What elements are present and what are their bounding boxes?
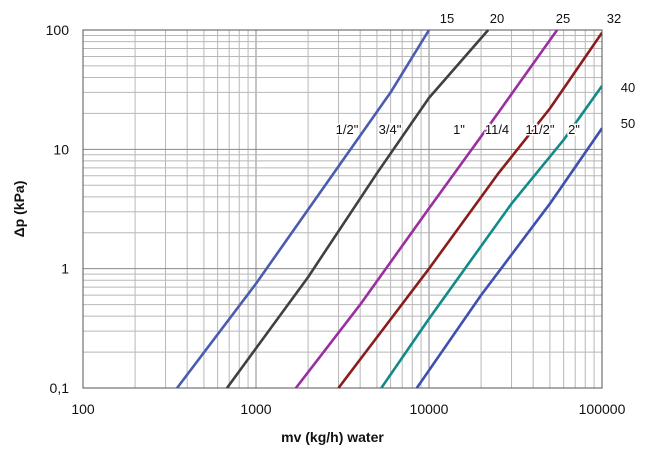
series-line-25 bbox=[294, 29, 559, 389]
pipe-size-label: 11/2" bbox=[526, 122, 555, 137]
pipe-size-label: 1/2" bbox=[336, 122, 359, 137]
series-line-40 bbox=[380, 85, 602, 389]
series-line-15 bbox=[176, 29, 431, 389]
series-line-50 bbox=[415, 127, 602, 389]
series-labels: 15 20 25 32 40 50 1/2" 3/4" 1" 11/4 11/2" 2" bbox=[334, 11, 635, 139]
series-line-20 bbox=[225, 29, 490, 389]
grid bbox=[82, 30, 602, 389]
pipe-size-label: 3/4" bbox=[379, 122, 402, 137]
series-name-label: 50 bbox=[621, 116, 635, 131]
pipe-size-label: 2" bbox=[568, 122, 580, 137]
y-tick-label: 0,1 bbox=[50, 380, 70, 396]
series-line-32 bbox=[337, 31, 602, 389]
pipe-size-label: 11/4 bbox=[485, 122, 509, 137]
x-tick-label: 10000 bbox=[410, 401, 449, 417]
y-tick-label: 1 bbox=[61, 261, 69, 277]
series-name-label: 20 bbox=[490, 11, 504, 26]
plot-frame bbox=[82, 29, 603, 389]
x-tick-label: 1000 bbox=[240, 401, 271, 417]
series-name-label: 32 bbox=[607, 11, 621, 26]
y-axis-label: Δp (kPa) bbox=[11, 181, 27, 238]
x-axis-label: mv (kg/h) water bbox=[281, 429, 384, 445]
x-tick-label: 100 bbox=[71, 401, 95, 417]
series-name-label: 25 bbox=[556, 11, 570, 26]
series-group bbox=[176, 29, 602, 389]
series-name-label: 40 bbox=[621, 80, 635, 95]
series-name-label: 15 bbox=[440, 11, 454, 26]
y-tick-label: 100 bbox=[46, 22, 70, 38]
pipe-size-label: 1" bbox=[453, 122, 465, 137]
y-tick-label: 10 bbox=[53, 141, 69, 157]
x-tick-label: 100000 bbox=[579, 401, 626, 417]
tick-labels: 100 1000 10000 100000 0,1 1 10 100 bbox=[46, 22, 626, 417]
